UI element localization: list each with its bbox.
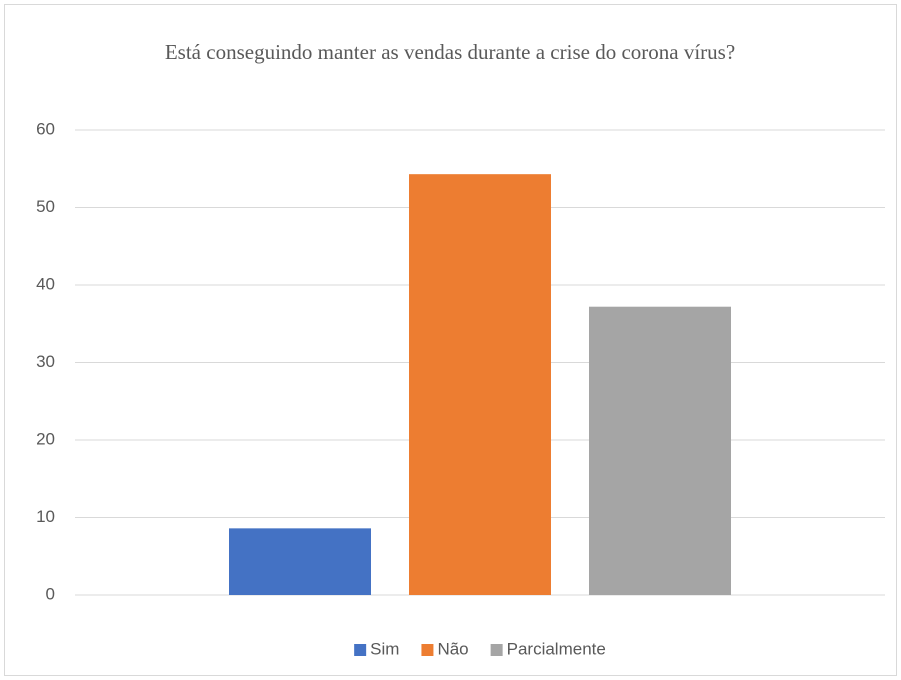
y-tick-label: 20 (36, 429, 55, 448)
legend-label: Não (437, 639, 468, 658)
bar (589, 306, 731, 595)
y-tick-label: 0 (46, 584, 55, 603)
chart-title: Está conseguindo manter as vendas durant… (164, 40, 736, 64)
bar (229, 528, 371, 595)
legend-swatch (354, 644, 367, 656)
y-tick-label: 10 (36, 507, 55, 526)
legend-swatch (421, 644, 434, 656)
legend-label: Parcialmente (507, 639, 606, 658)
legend-swatch (490, 644, 503, 656)
y-tick-label: 50 (36, 197, 55, 216)
y-tick-label: 60 (36, 119, 55, 138)
bar (409, 174, 551, 596)
y-tick-label: 40 (36, 274, 55, 293)
legend-label: Sim (370, 639, 399, 658)
y-tick-label: 30 (36, 352, 55, 371)
